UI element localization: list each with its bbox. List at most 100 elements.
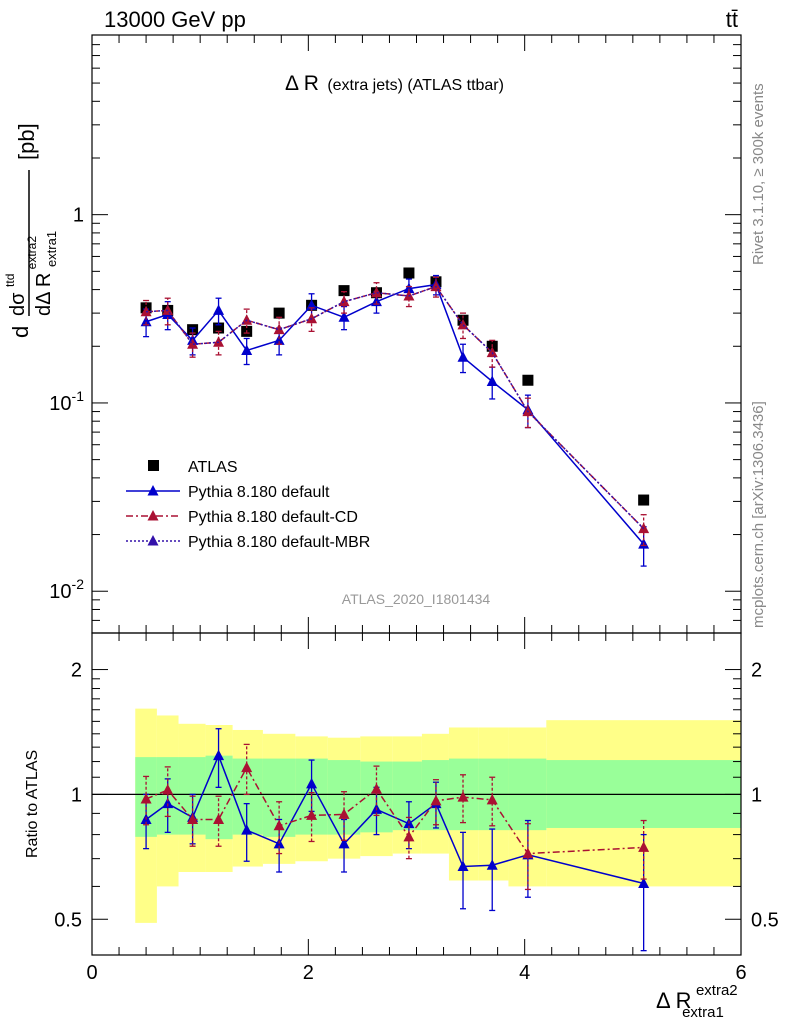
ratio-marker-triangle — [306, 809, 318, 820]
ratio-ytick-label-right: 2 — [751, 660, 762, 682]
ratio-series-1 — [140, 743, 650, 891]
rivet-side-label: Rivet 3.1.10, ≥ 300k events — [750, 83, 767, 265]
ratio-ytick-label-right: 1 — [751, 784, 762, 806]
main-marker-square — [638, 494, 650, 506]
ratio-marker-triangle — [306, 777, 318, 789]
header-left-label: 13000 GeV pp — [104, 7, 246, 32]
legend-entry: Pythia 8.180 default — [126, 484, 330, 501]
ratio-marker-triangle — [162, 783, 174, 795]
ylabel-ddelta: dΔ R — [33, 273, 55, 316]
xlabel-sup: extra2 — [696, 982, 738, 999]
ratio-ytick-label: 1 — [71, 784, 82, 806]
svg-text:d: d — [8, 326, 33, 338]
header-right-label: tt̄ — [726, 7, 738, 32]
main-marker-triangle — [273, 334, 285, 345]
ratio-ytick-label: 0.5 — [54, 909, 82, 931]
main-ytick-label: 10-1 — [49, 388, 84, 415]
main-series-2 — [140, 276, 650, 547]
ratio-marker-triangle — [241, 761, 253, 773]
legend-label: Pythia 8.180 default — [188, 484, 330, 501]
ylabel-sup2: extra2 — [25, 236, 39, 270]
legend-label: Pythia 8.180 default-MBR — [188, 534, 370, 551]
legend-label: ATLAS — [188, 459, 238, 476]
legend-marker-triangle — [147, 485, 159, 496]
ratio-marker-triangle — [486, 793, 498, 805]
main-marker-triangle — [457, 351, 469, 362]
legend-marker-square — [148, 460, 159, 471]
main-ylabel: d dσ ttd dΔ R extra1 extra2 [pb] — [3, 123, 61, 338]
legend-marker-triangle — [147, 510, 159, 521]
ratio-ytick-label-right: 0.5 — [751, 909, 779, 931]
main-ytick-label: 10-2 — [49, 576, 84, 603]
main-series-3 — [146, 285, 645, 530]
ratio-marker-triangle — [638, 877, 650, 888]
ratio-marker-triangle — [338, 808, 350, 819]
svg-text:dσ ttd: dσ ttd — [3, 274, 29, 316]
ratio-marker-triangle — [241, 824, 253, 835]
main-marker-square — [213, 322, 225, 334]
main-marker-triangle — [273, 323, 285, 335]
main-marker-square — [338, 285, 350, 297]
ratio-plot-area: 2 2 1 1 0.5 0.5 0 2 4 6 — [54, 632, 779, 984]
ratio-ylabel: Ratio to ATLAS — [24, 750, 41, 858]
main-marker-triangle — [213, 336, 225, 347]
legend-label: Pythia 8.180 default-CD — [188, 509, 358, 526]
site-side-label: mcplots.cern.ch [arXiv:1306.3436] — [750, 401, 767, 628]
ratio-marker-triangle — [338, 837, 350, 849]
ratio-marker-triangle — [140, 792, 152, 804]
ratio-marker-triangle — [430, 794, 442, 806]
ratio-xtick-label: 2 — [303, 962, 314, 984]
ratio-xtick-label: 6 — [735, 962, 746, 984]
ratio-marker-triangle — [213, 813, 225, 824]
ratio-marker-triangle — [522, 847, 534, 859]
main-marker-triangle — [338, 295, 350, 307]
main-marker-triangle — [140, 315, 152, 327]
ratio-marker-triangle — [486, 859, 498, 870]
ratio-marker-triangle — [370, 783, 382, 794]
main-marker-triangle — [486, 346, 498, 358]
legend: ATLAS Pythia 8.180 default Pythia 8.180 de… — [126, 459, 370, 551]
xlabel-main: Δ R — [656, 988, 691, 1013]
ratio-marker-triangle — [638, 841, 650, 852]
main-ytick-label: 1 — [73, 205, 84, 227]
legend-entry: Pythia 8.180 default-CD — [126, 509, 358, 526]
main-title-rest: (extra jets) (ATLAS ttbar) — [327, 77, 504, 94]
main-marker-triangle — [241, 344, 253, 355]
legend-entry: Pythia 8.180 default-MBR — [126, 534, 370, 551]
analysis-watermark: ATLAS_2020_I1801434 — [342, 591, 491, 607]
main-marker-triangle — [213, 304, 225, 315]
ratio-marker-triangle — [213, 749, 225, 761]
main-marker-triangle — [403, 282, 415, 294]
main-marker-triangle — [457, 318, 469, 330]
xlabel: Δ R extra2 extra1 — [656, 982, 742, 1021]
ratio-marker-triangle — [457, 860, 469, 872]
main-marker-triangle — [486, 375, 498, 386]
ratio-marker-triangle — [162, 797, 174, 809]
ylabel-dsigma: dσ — [7, 292, 29, 316]
ratio-ytick-label: 2 — [71, 660, 82, 682]
main-marker-square — [273, 307, 285, 319]
xlabel-sub: extra1 — [682, 1004, 724, 1021]
ratio-marker-triangle — [457, 791, 469, 802]
legend-entry: ATLAS — [148, 459, 238, 476]
ratio-marker-triangle — [403, 830, 415, 842]
ylabel-unit: [pb] — [14, 123, 39, 160]
ratio-band-inner — [392, 761, 422, 831]
main-title: Δ R (extra jets) (ATLAS ttbar) — [285, 72, 504, 95]
ylabel-sup: ttd — [3, 274, 17, 287]
main-marker-triangle — [370, 286, 382, 298]
main-marker-square — [403, 267, 415, 279]
ratio-xtick-label: 0 — [86, 962, 97, 984]
ylabel-d: d — [8, 326, 33, 338]
svg-text:dΔ R extra1 extra2: dΔ R extra1 extra2 — [25, 225, 61, 316]
main-marker-triangle — [187, 338, 199, 349]
main-marker-triangle — [338, 311, 350, 322]
main-title-main: Δ R — [285, 72, 319, 95]
ylabel-sub: extra1 — [44, 231, 59, 267]
ratio-marker-triangle — [273, 819, 285, 831]
ratio-marker-triangle — [187, 813, 199, 824]
legend-marker-triangle — [147, 535, 159, 546]
main-series-line — [146, 285, 645, 530]
